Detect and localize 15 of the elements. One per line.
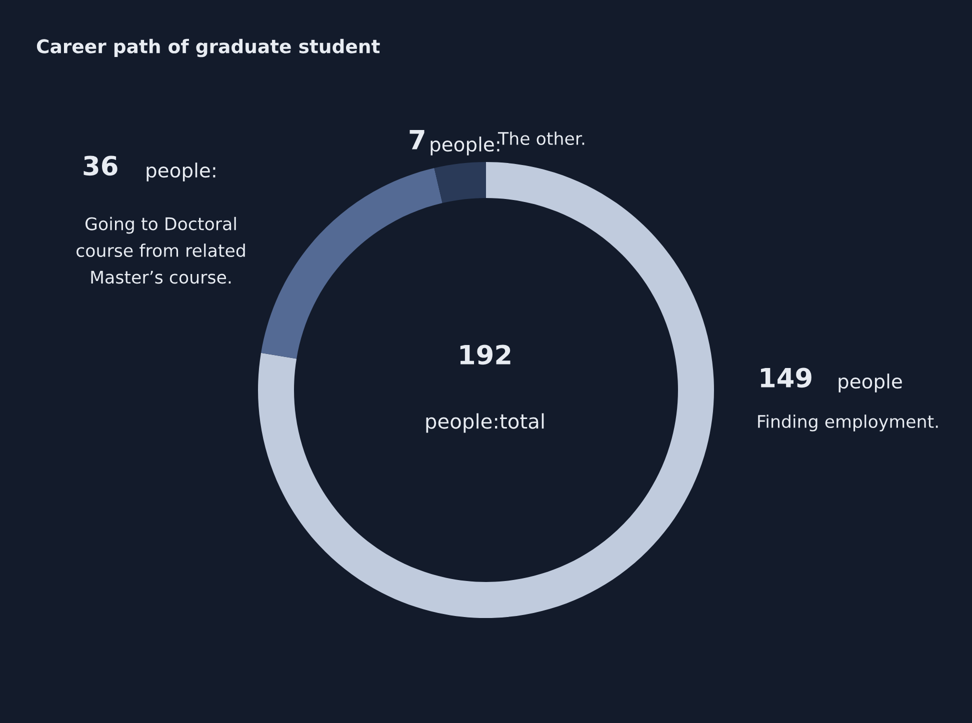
text: people: [146, 162, 216, 182]
slice-label: The other. [498, 132, 584, 146]
text: people [838, 374, 902, 392]
chart-title: Career path of graduate student [36, 38, 380, 58]
data-label: 36 [84, 156, 118, 176]
slice-label: Finding employment. [758, 414, 938, 432]
data-label: 149 [760, 368, 812, 388]
data-label: 7 [410, 130, 424, 150]
text: people:total [426, 413, 544, 433]
donut-slice [258, 162, 714, 618]
text: 192 [460, 344, 510, 365]
text: people: [430, 136, 500, 156]
slice-label: Going to Doctoral course from related Master’s course. [76, 216, 245, 284]
donut-slice [261, 168, 442, 359]
donut-slice [434, 162, 486, 204]
